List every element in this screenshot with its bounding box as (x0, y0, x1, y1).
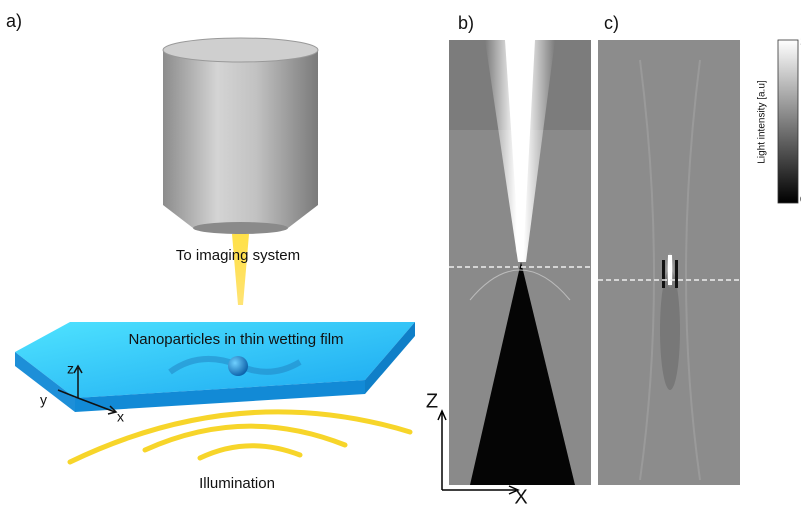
caption: To imaging system (176, 247, 300, 264)
axis-label: X (514, 486, 527, 508)
light-beam (232, 234, 249, 305)
caption: Illumination (199, 475, 275, 492)
colorbar-title: Light intensity [a.u] (757, 80, 768, 164)
objective (163, 38, 318, 234)
axis-label: Z (426, 390, 438, 412)
panel-label: a) (6, 11, 22, 31)
caption: Nanoparticles in thin wetting film (128, 331, 343, 348)
simulation-image-b (449, 40, 591, 485)
panel-label: c) (604, 13, 619, 33)
colorbar (778, 40, 798, 203)
figure: a) To imaging system Nanoparticles in th… (0, 0, 801, 508)
simulation-image-c (598, 40, 740, 485)
panel-label: b) (458, 13, 474, 33)
axis-label: y (40, 392, 47, 408)
axis-label: x (117, 409, 124, 425)
axis-label: z (67, 361, 74, 377)
